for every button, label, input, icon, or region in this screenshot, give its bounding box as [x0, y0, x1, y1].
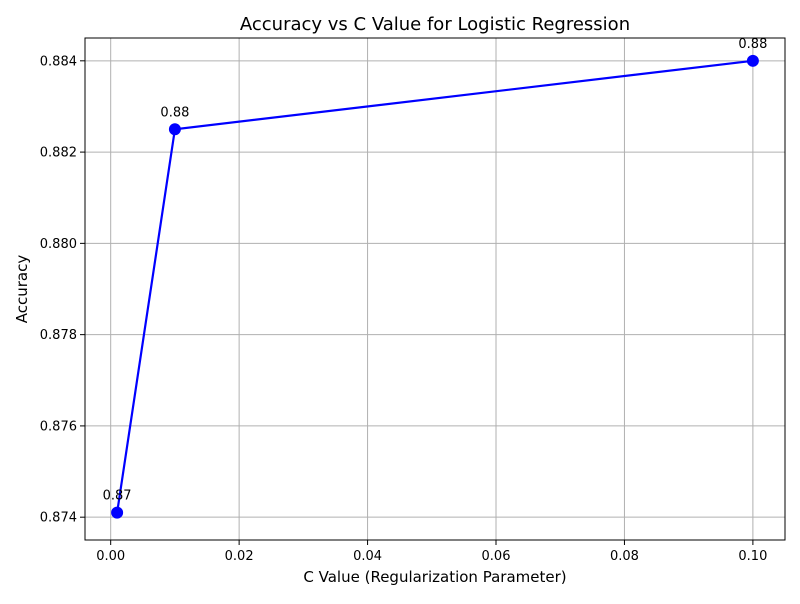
x-axis-label: C Value (Regularization Parameter): [303, 568, 566, 586]
x-tick-label: 0.08: [610, 549, 639, 564]
data-label: 0.87: [103, 489, 132, 504]
x-tick-label: 0.02: [225, 549, 254, 564]
x-tick-label: 0.06: [482, 549, 511, 564]
grid-layer: [85, 38, 785, 540]
y-tick-label: 0.880: [40, 237, 77, 252]
chart-title: Accuracy vs C Value for Logistic Regress…: [240, 14, 630, 35]
series-layer: [111, 54, 759, 519]
x-tick-label: 0.10: [738, 549, 767, 564]
x-tick-label: 0.04: [353, 549, 382, 564]
data-label: 0.88: [160, 105, 189, 120]
data-point: [168, 123, 181, 136]
series-line: [116, 59, 754, 513]
tick-layer: 0.00 0.02 0.04 0.06 0.08 0.10 0.874 0.876 0.878 0…: [40, 54, 768, 564]
y-tick-label: 0.878: [40, 328, 77, 343]
y-tick-label: 0.874: [40, 511, 77, 526]
plot-frame: [84, 37, 786, 541]
y-tick-label: 0.882: [40, 146, 77, 161]
y-axis-label: Accuracy: [13, 255, 31, 324]
x-tick-label: 0.00: [96, 549, 125, 564]
y-tick-label: 0.876: [40, 419, 77, 434]
y-tick-label: 0.884: [40, 54, 77, 69]
data-point: [746, 54, 759, 67]
data-point: [111, 506, 124, 519]
data-label-layer: 0.87 0.88 0.88: [103, 37, 768, 504]
data-label: 0.88: [738, 37, 767, 52]
